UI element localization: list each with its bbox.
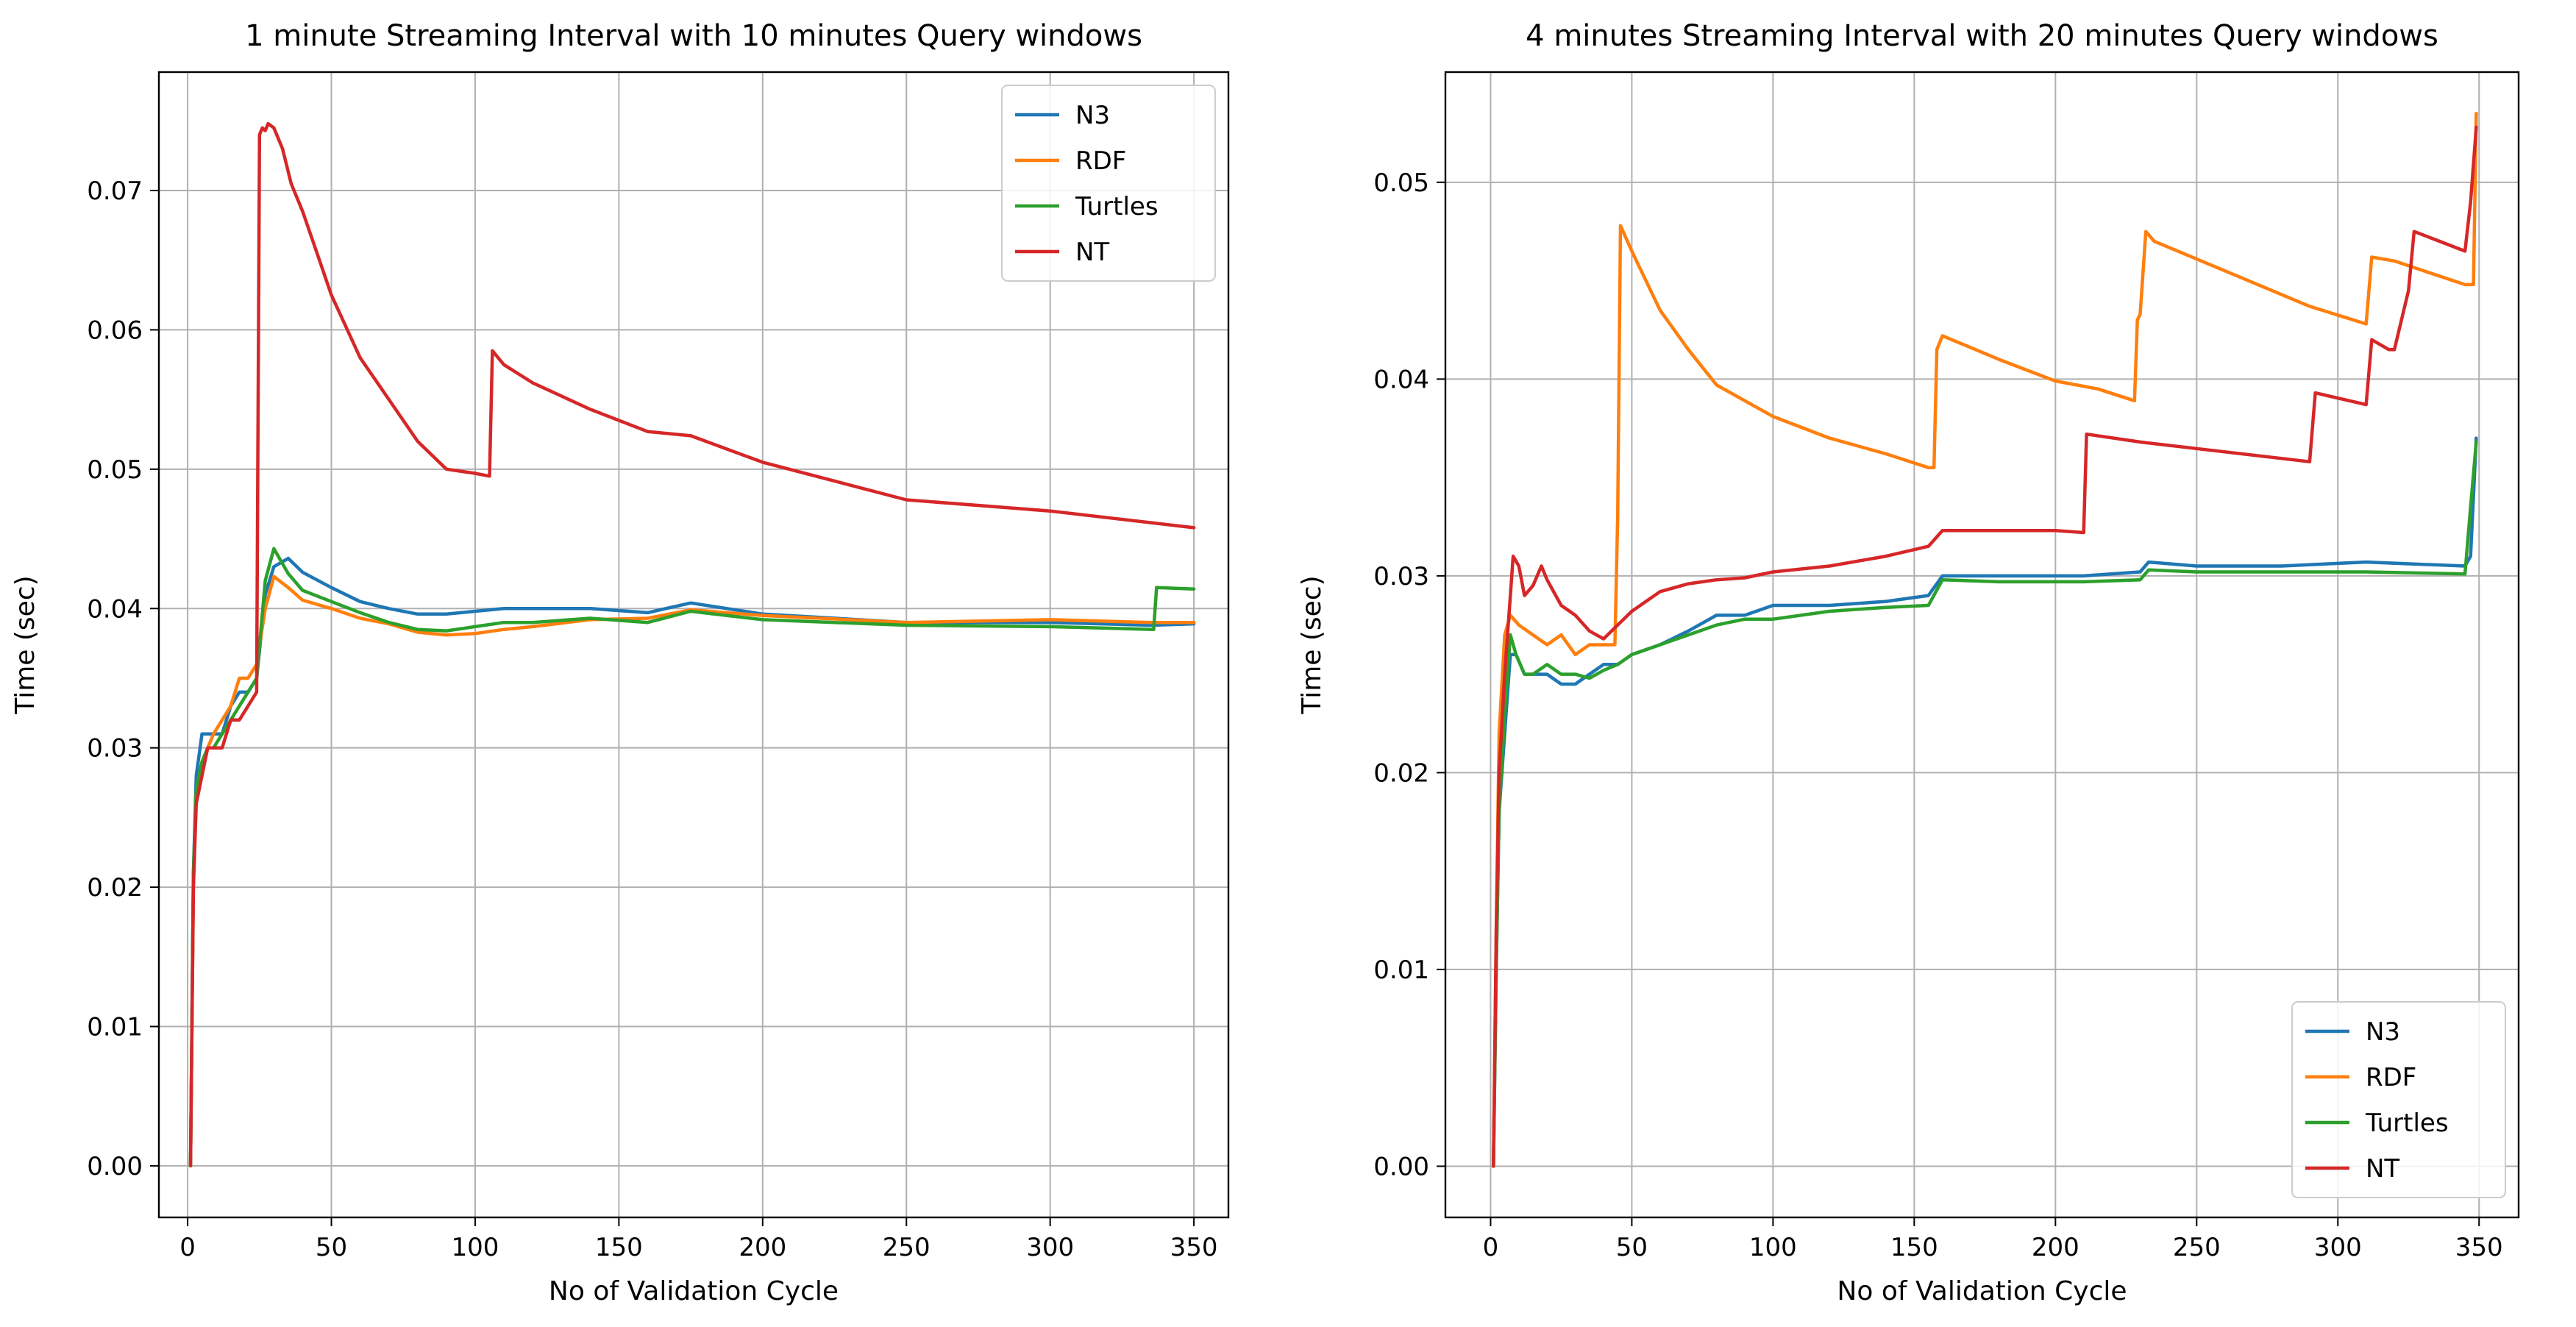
- y-tick-label: 0.01: [1373, 956, 1429, 985]
- axes-frame: [157, 71, 1230, 1219]
- x-tick-label: 250: [2173, 1233, 2221, 1262]
- x-tick-label: 150: [595, 1233, 643, 1262]
- legend-label-n3: N3: [2366, 1017, 2400, 1047]
- series-group: [188, 121, 1196, 1168]
- legend-label-nt: NT: [2366, 1154, 2399, 1184]
- y-tick-label: 0.03: [1373, 562, 1429, 591]
- x-tick-label: 250: [883, 1233, 931, 1262]
- legend-box: [2291, 1001, 2506, 1198]
- legend: N3 RDF Turtles NT: [2291, 1001, 2506, 1198]
- chart-title: 1 minute Streaming Interval with 10 minu…: [245, 19, 1142, 53]
- x-tick-label: 50: [316, 1233, 347, 1262]
- y-tick-label: 0.03: [87, 734, 143, 764]
- x-tick-label: 100: [1749, 1233, 1797, 1262]
- y-tick-label: 0.05: [1373, 168, 1429, 198]
- chart-panel-right: 0 50 100 150 200 250 300 350 0.00 0.01 0.02 0.03 0.0…: [1297, 19, 2520, 1306]
- y-axis-label: Time (sec): [1297, 575, 1327, 714]
- x-tick-label: 350: [2455, 1233, 2503, 1262]
- y-axis-label: Time (sec): [10, 575, 40, 714]
- legend: N3 RDF Turtles NT: [1001, 85, 1216, 282]
- legend-box: [1001, 85, 1216, 282]
- y-tick-label: 0.07: [87, 177, 143, 206]
- series-line-turtles: [1492, 440, 2478, 1168]
- legend-label-rdf: RDF: [1075, 146, 1126, 176]
- x-axis-label: No of Validation Cycle: [1837, 1276, 2127, 1306]
- y-tick-label: 0.02: [1373, 758, 1429, 788]
- legend-label-n3: N3: [1075, 101, 1110, 130]
- x-tick-label: 150: [1890, 1233, 1938, 1262]
- series-line-rdf: [1492, 111, 2478, 1168]
- series-line-rdf: [188, 574, 1196, 1168]
- y-tick-label: 0.00: [87, 1152, 143, 1181]
- y-tick-label: 0.00: [1373, 1152, 1429, 1181]
- x-tick-label: 200: [2032, 1233, 2079, 1262]
- x-tick-label: 350: [1170, 1233, 1218, 1262]
- y-tick-label: 0.01: [87, 1013, 143, 1042]
- legend-label-turtles: Turtles: [2365, 1109, 2449, 1138]
- series-line-n3: [188, 556, 1196, 1168]
- legend-label-turtles: Turtles: [1075, 192, 1159, 221]
- x-axis-label: No of Validation Cycle: [549, 1276, 839, 1306]
- y-tick-label: 0.02: [87, 873, 143, 903]
- x-tick-label: 300: [1026, 1233, 1074, 1262]
- axes-frame: [1444, 71, 2520, 1219]
- x-tick-label: 50: [1616, 1233, 1648, 1262]
- series-line-nt: [1492, 125, 2478, 1168]
- legend-label-rdf: RDF: [2366, 1063, 2416, 1092]
- x-tick-label: 300: [2314, 1233, 2362, 1262]
- x-tick-label: 0: [179, 1233, 196, 1262]
- legend-label-nt: NT: [1075, 238, 1109, 267]
- x-tick-label: 200: [739, 1233, 786, 1262]
- series-line-turtles: [188, 547, 1196, 1168]
- y-tick-label: 0.05: [87, 455, 143, 485]
- series-group: [1492, 111, 2478, 1168]
- x-tick-label: 100: [451, 1233, 499, 1262]
- chart-panel-left: 0 50 100 150 200 250 300 350 0.00 0.01 0.02 0.03 0.0…: [10, 19, 1230, 1306]
- y-tick-label: 0.04: [87, 594, 143, 624]
- series-line-nt: [188, 121, 1196, 1168]
- x-tick-label: 0: [1483, 1233, 1499, 1262]
- y-tick-label: 0.04: [1373, 365, 1429, 394]
- chart-title: 4 minutes Streaming Interval with 20 min…: [1526, 19, 2438, 53]
- y-tick-label: 0.06: [87, 316, 143, 345]
